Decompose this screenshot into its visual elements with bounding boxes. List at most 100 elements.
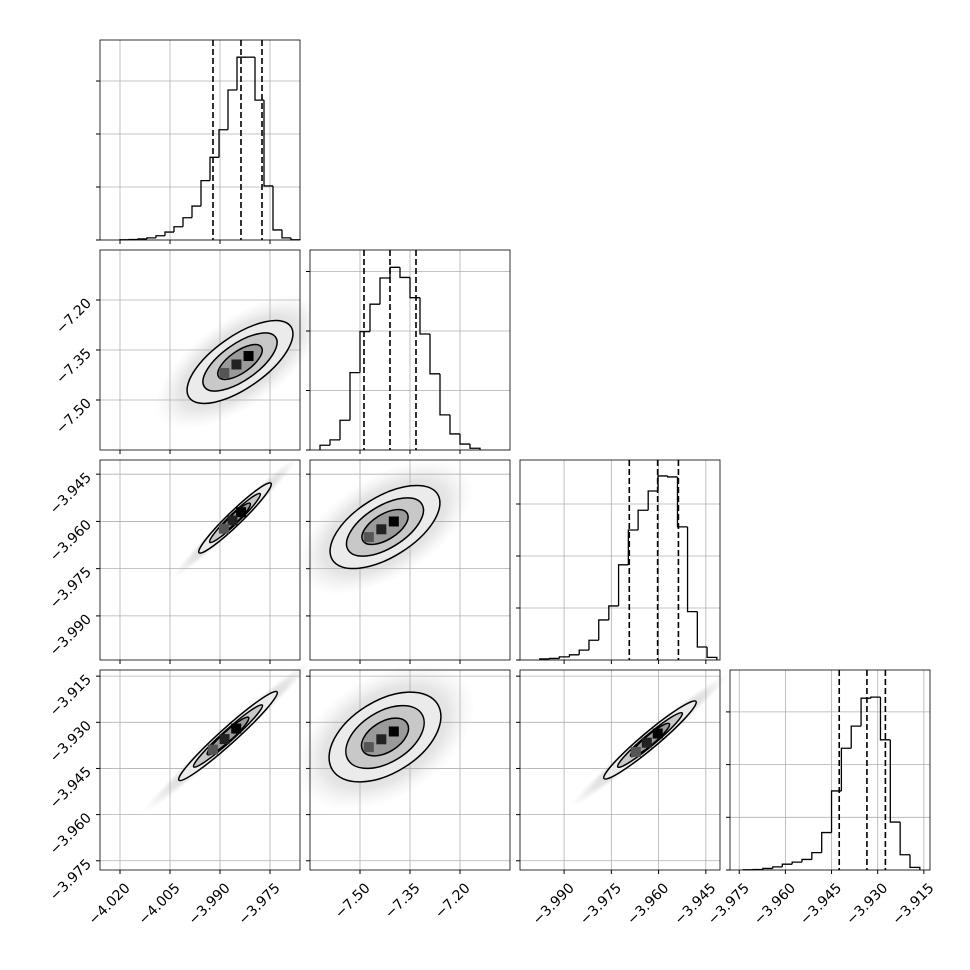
histogram-step <box>762 867 773 870</box>
histogram-step <box>548 657 560 660</box>
x-tick-label: −4.005 <box>136 880 184 928</box>
histogram-step <box>696 611 708 648</box>
histogram-step <box>449 414 460 435</box>
histogram-step <box>889 739 901 823</box>
panel-frame <box>730 670 930 870</box>
x-tick-label: −7.35 <box>382 880 424 922</box>
histogram-step <box>627 529 639 565</box>
histogram-step <box>791 861 802 865</box>
density-peak <box>363 742 374 753</box>
y-tick-label: −7.50 <box>53 396 95 438</box>
histogram-step <box>281 229 291 239</box>
histogram-step <box>588 639 599 651</box>
histogram-step <box>272 185 282 231</box>
y-tick-label: −3.975 <box>47 856 95 904</box>
histogram-step <box>191 205 201 218</box>
histogram-step <box>781 863 793 867</box>
histogram-step <box>200 179 210 207</box>
x-tick-label: −3.960 <box>751 880 799 928</box>
x-tick-label: −7.20 <box>432 880 474 922</box>
histogram-step <box>173 226 183 233</box>
y-tick-label: −3.960 <box>47 810 95 858</box>
histogram-step <box>870 696 881 699</box>
histogram-step <box>227 89 237 130</box>
density-peak <box>219 734 230 745</box>
density-peak <box>231 723 242 734</box>
histogram-step <box>676 476 688 528</box>
y-tick-label: −3.990 <box>47 611 95 659</box>
histogram-step <box>811 851 822 860</box>
x-tick-label: −4.020 <box>86 880 134 928</box>
density-peak <box>236 507 247 518</box>
histogram-step <box>339 419 350 440</box>
histogram-step <box>459 433 470 445</box>
histogram-step <box>558 656 570 659</box>
histogram-step <box>419 297 430 335</box>
x-tick-label: −3.990 <box>186 880 234 928</box>
density-peak <box>388 726 399 737</box>
x-tick-label: −3.990 <box>530 880 578 928</box>
histogram-step <box>706 646 718 660</box>
panel <box>516 459 721 664</box>
panel: −4.020 −4.005 −3.990 −3.975−3.975−3.960−3.9… <box>47 658 315 928</box>
histogram-step <box>236 56 246 91</box>
x-tick-label: −3.930 <box>843 880 891 928</box>
density-peak <box>231 359 242 370</box>
histogram-step <box>329 439 340 446</box>
density-peak <box>652 728 663 739</box>
histogram-step <box>821 831 832 853</box>
panel-border <box>519 669 721 871</box>
density-peak <box>630 746 641 757</box>
x-tick-label: −3.915 <box>890 880 938 928</box>
y-tick-label: −3.945 <box>47 470 95 518</box>
histogram-step <box>568 654 580 657</box>
x-tick-label: −3.975 <box>577 880 625 928</box>
panel <box>96 39 301 244</box>
histogram-step <box>263 100 273 187</box>
density-peak <box>219 367 230 378</box>
histogram-step <box>686 526 698 613</box>
histogram-step <box>801 858 812 863</box>
histogram-step <box>379 277 390 305</box>
y-tick-label: −3.945 <box>47 764 95 812</box>
histogram-step <box>155 235 165 238</box>
histogram-step <box>899 822 910 856</box>
y-tick-label: −7.20 <box>53 296 95 338</box>
y-tick-label: −3.930 <box>47 718 95 766</box>
histogram-step <box>164 231 174 236</box>
density-peak <box>207 744 218 755</box>
histogram-step <box>137 238 147 240</box>
histogram-step <box>850 725 862 749</box>
panel-border <box>729 669 931 871</box>
histogram-step <box>349 371 360 421</box>
histogram-step <box>429 333 440 375</box>
density-peak <box>376 734 387 745</box>
density-peak <box>376 524 387 535</box>
panel-border <box>309 459 511 661</box>
histogram-step <box>909 854 921 870</box>
x-tick-label: −3.975 <box>236 880 284 928</box>
histogram-step <box>840 747 852 791</box>
histogram-step <box>399 267 410 279</box>
histogram-step <box>469 444 481 450</box>
histogram-step <box>182 217 192 227</box>
histogram-step <box>617 564 629 606</box>
histogram-step <box>146 237 156 239</box>
density-peak <box>227 515 238 526</box>
histogram-step <box>598 619 609 641</box>
histogram-step <box>578 649 589 655</box>
histogram-step <box>254 57 264 101</box>
panel: −7.50 −7.35 −7.20 <box>53 249 326 454</box>
panel: −7.50−7.35−7.20 <box>294 663 511 922</box>
histogram-step <box>879 697 891 741</box>
y-tick-label: −7.35 <box>53 346 95 388</box>
histogram-step <box>657 475 668 491</box>
histogram-step <box>389 266 400 279</box>
histogram-step <box>369 303 380 332</box>
density-peak <box>218 523 229 534</box>
histogram-step <box>830 790 842 833</box>
histogram-step <box>218 129 228 158</box>
panel <box>296 458 511 664</box>
histogram-step <box>359 330 370 373</box>
